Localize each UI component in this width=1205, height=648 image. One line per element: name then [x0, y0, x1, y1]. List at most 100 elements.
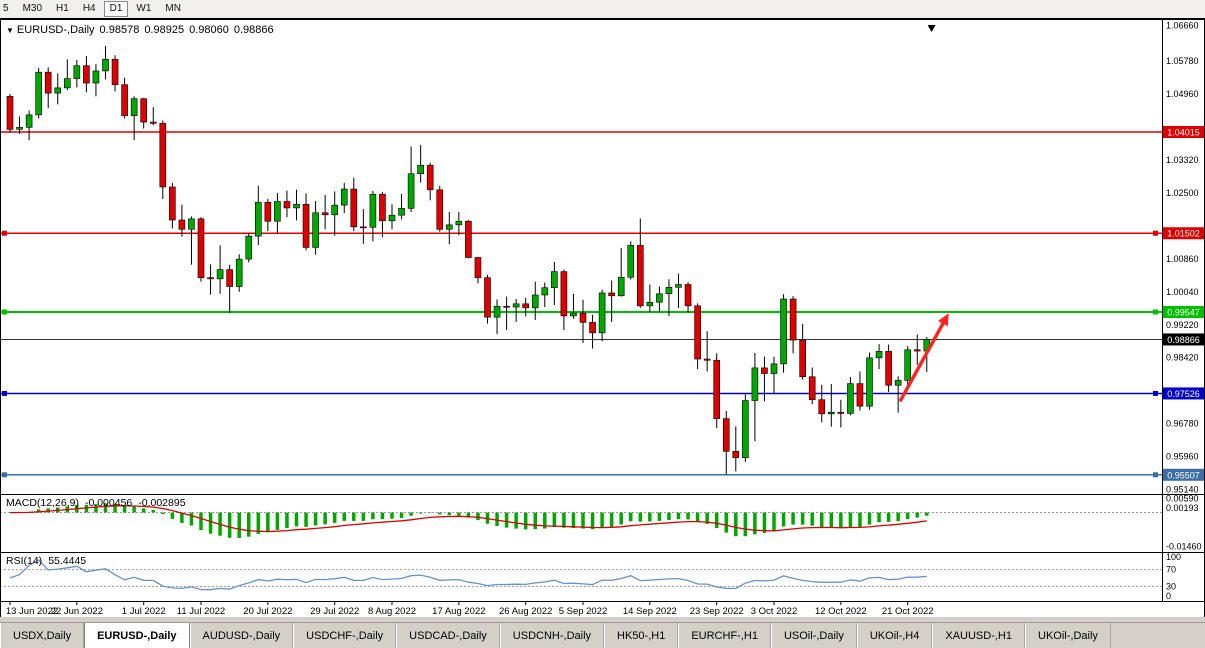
bull-candle: [73, 65, 81, 79]
shift-marker-icon[interactable]: [927, 25, 936, 32]
tab-ukoil-h4[interactable]: UKOil-,H4: [856, 623, 933, 648]
price-tick: 0.95960: [1166, 452, 1199, 462]
legend-dropdown-icon[interactable]: ▼: [6, 26, 14, 35]
date-label: 3 Oct 2022: [751, 606, 797, 617]
bull-candle: [369, 193, 377, 228]
bear-candle: [121, 84, 128, 116]
trend-arrow-head[interactable]: [938, 313, 949, 327]
bear-candle: [465, 220, 472, 258]
price-badge-text: 0.95507: [1167, 470, 1200, 480]
tab-usoil-daily[interactable]: USOil-,Daily: [770, 623, 857, 648]
date-label: 14 Sep 2022: [623, 606, 677, 617]
date-label: 23 Sep 2022: [690, 606, 744, 617]
price-tick: 0.98420: [1166, 352, 1199, 362]
bear-candle: [436, 189, 444, 230]
price-tick: 1.02500: [1166, 188, 1199, 198]
bull-candle: [255, 201, 262, 237]
tab-label: EURCHF-,H1: [691, 629, 758, 642]
timeframe-button-m30[interactable]: M30: [17, 1, 48, 17]
line-handle[interactable]: [2, 472, 7, 478]
rsi-line: [9, 559, 927, 591]
tab-usdcnh-daily[interactable]: USDCNH-,Daily: [499, 623, 605, 648]
rsi-tick: 100: [1166, 552, 1181, 562]
bear-candle: [732, 450, 740, 459]
chart-window[interactable]: 1.06660 1.05780 1.04960 1.03320 1.02500 1.008…: [0, 18, 1205, 618]
macd-main-value: -0.000456: [84, 497, 133, 509]
date-label: 26 Aug 2022: [499, 606, 552, 617]
chart-legend: ▼ EURUSD-,Daily 0.98578 0.98925 0.98060 0.988…: [6, 24, 279, 36]
bear-candle: [885, 351, 892, 386]
tab-xauusd-h1[interactable]: XAUUSD-,H1: [932, 623, 1025, 648]
date-label: 21 Oct 2022: [882, 606, 934, 617]
tab-usdchf-daily[interactable]: USDCHF-,Daily: [293, 623, 397, 648]
bull-candle: [866, 357, 873, 407]
timeframe-button-m5[interactable]: 5: [0, 1, 15, 17]
trend-arrow-line[interactable]: [898, 321, 946, 403]
bear-candle: [197, 218, 205, 278]
line-handle[interactable]: [1153, 309, 1158, 315]
line-handle[interactable]: [1153, 390, 1158, 396]
bear-candle: [694, 305, 701, 360]
bear-candle: [321, 212, 329, 216]
bull-candle: [780, 298, 787, 365]
bull-candle: [417, 164, 424, 174]
price-badge-text: 1.01502: [1167, 229, 1200, 239]
timeframe-button-d1[interactable]: D1: [103, 1, 129, 17]
line-handle[interactable]: [1153, 472, 1158, 478]
bear-candle: [426, 164, 434, 191]
line-handle[interactable]: [1153, 230, 1158, 236]
tab-audusd-daily[interactable]: AUDUSD-,Daily: [189, 623, 294, 648]
line-handle[interactable]: [2, 230, 7, 236]
tab-usdx-daily[interactable]: USDX,Daily: [0, 623, 85, 648]
tab-label: UKOil-,Daily: [1038, 629, 1098, 642]
price-chart-svg[interactable]: 1.06660 1.05780 1.04960 1.03320 1.02500 1.008…: [0, 19, 1205, 618]
timeframe-button-h4[interactable]: H4: [77, 1, 102, 17]
bear-candle: [789, 298, 797, 341]
bull-candle: [894, 380, 902, 386]
bull-candle: [25, 114, 33, 128]
horizontal-scrollbar[interactable]: [0, 617, 1205, 622]
bull-candle: [742, 400, 749, 459]
bear-candle: [579, 312, 587, 323]
bear-candle: [522, 303, 530, 309]
bull-candle: [188, 218, 195, 230]
bull-candle: [827, 411, 835, 415]
bear-candle: [837, 411, 845, 414]
price-tick: 1.05780: [1166, 56, 1199, 66]
bull-candle: [92, 70, 100, 84]
timeframe-button-w1[interactable]: W1: [130, 1, 157, 17]
line-handle[interactable]: [2, 309, 7, 315]
price-badge: [1163, 468, 1204, 481]
bear-candle: [474, 257, 482, 278]
tab-label: USDX,Daily: [13, 629, 72, 642]
bear-candle: [283, 201, 291, 209]
tab-ukoil-daily[interactable]: UKOil-,Daily: [1025, 623, 1111, 648]
date-label: 29 Jul 2022: [310, 606, 359, 617]
bear-candle: [264, 201, 272, 222]
tab-hk50-h1[interactable]: HK50-,H1: [604, 623, 679, 648]
timeframe-button-mn[interactable]: MN: [159, 1, 187, 17]
timeframe-button-h1[interactable]: H1: [50, 1, 75, 17]
tab-eurchf-h1[interactable]: EURCHF-,H1: [678, 623, 771, 648]
bull-candle: [675, 284, 682, 288]
bull-candle: [646, 301, 654, 307]
price-tick: 0.95140: [1166, 485, 1199, 495]
tab-eurusd-daily[interactable]: EURUSD-,Daily: [84, 623, 190, 648]
rsi-name: RSI(14): [6, 555, 43, 567]
tab-label: HK50-,H1: [617, 629, 666, 642]
bear-candle: [808, 376, 816, 401]
bear-candle: [684, 284, 692, 307]
bear-candle: [484, 277, 491, 318]
bear-candle: [302, 204, 310, 248]
date-label: 13 Jun 2022: [6, 606, 58, 617]
bull-candle: [35, 71, 42, 116]
bull-candle: [388, 214, 396, 222]
macd-label: MACD(12,26,9) -0.000456 -0.002895: [6, 497, 192, 509]
tab-usdcad-daily[interactable]: USDCAD-,Daily: [396, 623, 500, 648]
line-handle[interactable]: [2, 390, 7, 396]
bull-candle: [340, 188, 348, 206]
bear-candle: [560, 271, 568, 317]
bull-candle: [770, 363, 778, 374]
bear-candle: [350, 188, 358, 228]
date-label: 11 Jul 2022: [177, 606, 225, 617]
